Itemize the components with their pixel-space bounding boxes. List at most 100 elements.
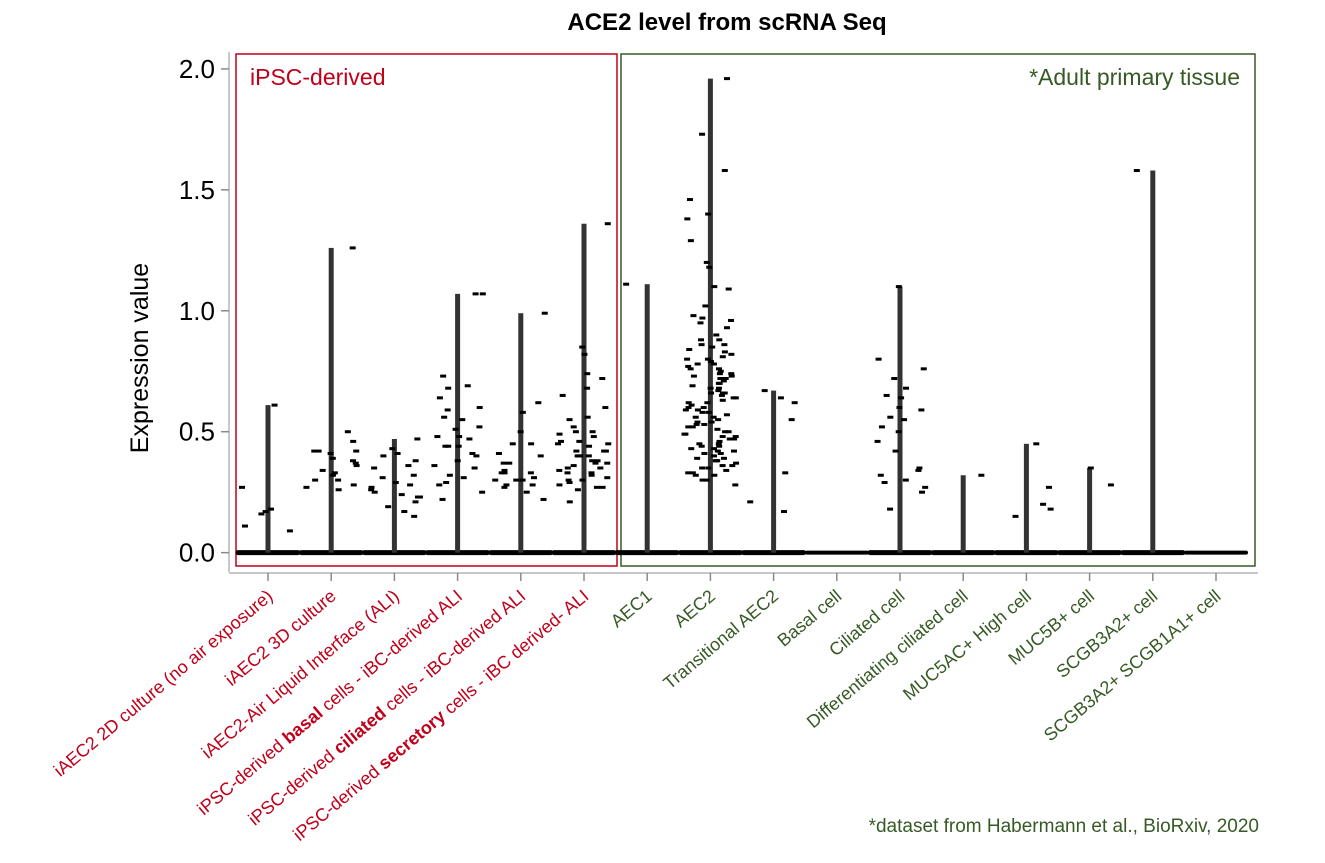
data-point <box>565 478 572 482</box>
data-point <box>883 393 890 397</box>
data-point <box>389 447 396 451</box>
data-point <box>702 304 709 308</box>
data-point <box>503 483 510 487</box>
data-point <box>570 464 577 468</box>
data-point <box>401 510 408 514</box>
data-point <box>761 389 768 393</box>
data-point <box>531 476 538 480</box>
data-point <box>724 77 731 81</box>
data-point <box>501 471 508 475</box>
data-point <box>686 347 693 351</box>
data-point <box>443 481 450 485</box>
data-point <box>719 435 726 439</box>
data-point <box>495 451 502 455</box>
data-point <box>394 451 401 455</box>
data-point <box>556 432 563 436</box>
data-point <box>915 468 922 472</box>
data-point <box>574 488 581 492</box>
data-point <box>715 418 722 422</box>
data-point <box>576 439 583 443</box>
data-point <box>729 464 736 468</box>
data-point <box>588 471 595 475</box>
max-value-bar <box>581 223 587 553</box>
data-point <box>350 483 357 487</box>
data-point <box>335 478 342 482</box>
data-point <box>887 415 894 419</box>
data-point <box>714 449 721 453</box>
data-point <box>459 418 466 422</box>
data-point <box>594 459 601 463</box>
data-point <box>711 285 718 289</box>
data-point <box>898 396 905 400</box>
x-category-label: iAEC2 3D culture <box>221 586 340 690</box>
data-point <box>699 316 706 320</box>
data-point <box>349 246 356 250</box>
data-point <box>881 481 888 485</box>
data-point <box>411 514 418 518</box>
data-point <box>896 406 903 410</box>
data-point <box>916 466 923 470</box>
max-value-bar <box>1087 468 1093 553</box>
data-point <box>500 461 507 465</box>
data-point <box>454 459 461 463</box>
data-point <box>720 379 727 383</box>
max-value-bar <box>897 286 903 553</box>
max-value-bar <box>771 390 777 553</box>
data-point <box>529 483 536 487</box>
data-point <box>471 466 478 470</box>
data-point <box>715 386 722 390</box>
data-point <box>728 374 735 378</box>
data-point <box>556 468 563 472</box>
data-point <box>716 372 723 376</box>
group-box-1 <box>620 53 1256 567</box>
x-category-label: iAEC2 2D culture (no air exposure) <box>50 586 277 781</box>
data-point <box>579 478 586 482</box>
data-point <box>706 265 713 269</box>
data-point <box>573 449 580 453</box>
data-point <box>564 471 571 475</box>
data-point <box>303 485 310 489</box>
data-point <box>455 444 462 448</box>
data-point <box>327 451 334 455</box>
data-point <box>717 377 724 381</box>
data-point <box>791 401 798 405</box>
data-point <box>405 464 412 468</box>
data-point <box>241 524 248 528</box>
data-point <box>412 500 419 504</box>
data-point <box>902 478 909 482</box>
data-point <box>708 420 715 424</box>
data-point <box>509 442 516 446</box>
data-point <box>517 430 524 434</box>
data-point <box>572 430 579 434</box>
data-point <box>605 442 612 446</box>
data-point <box>604 461 611 465</box>
x-category-label: iPSC-derived secretory cells - iBC deriv… <box>289 586 592 845</box>
data-point <box>586 444 593 448</box>
data-point <box>566 418 573 422</box>
data-point <box>523 490 530 494</box>
data-point <box>685 401 692 405</box>
data-point <box>716 367 723 371</box>
data-point <box>452 427 459 431</box>
data-point <box>581 352 588 356</box>
data-point <box>311 449 318 453</box>
data-point <box>701 451 708 455</box>
data-point <box>1045 485 1052 489</box>
data-point <box>440 374 447 378</box>
data-point <box>692 415 699 419</box>
data-point <box>694 408 701 412</box>
data-point <box>286 529 293 533</box>
data-point <box>258 512 265 516</box>
data-point <box>681 432 688 436</box>
data-point <box>727 318 734 322</box>
data-point <box>557 439 564 443</box>
data-point <box>519 478 526 482</box>
data-point <box>368 488 375 492</box>
data-point <box>719 464 726 468</box>
data-point <box>684 357 691 361</box>
data-point <box>715 442 722 446</box>
data-point <box>1040 502 1047 506</box>
data-point <box>693 422 700 426</box>
data-point <box>380 454 387 458</box>
data-point <box>589 430 596 434</box>
